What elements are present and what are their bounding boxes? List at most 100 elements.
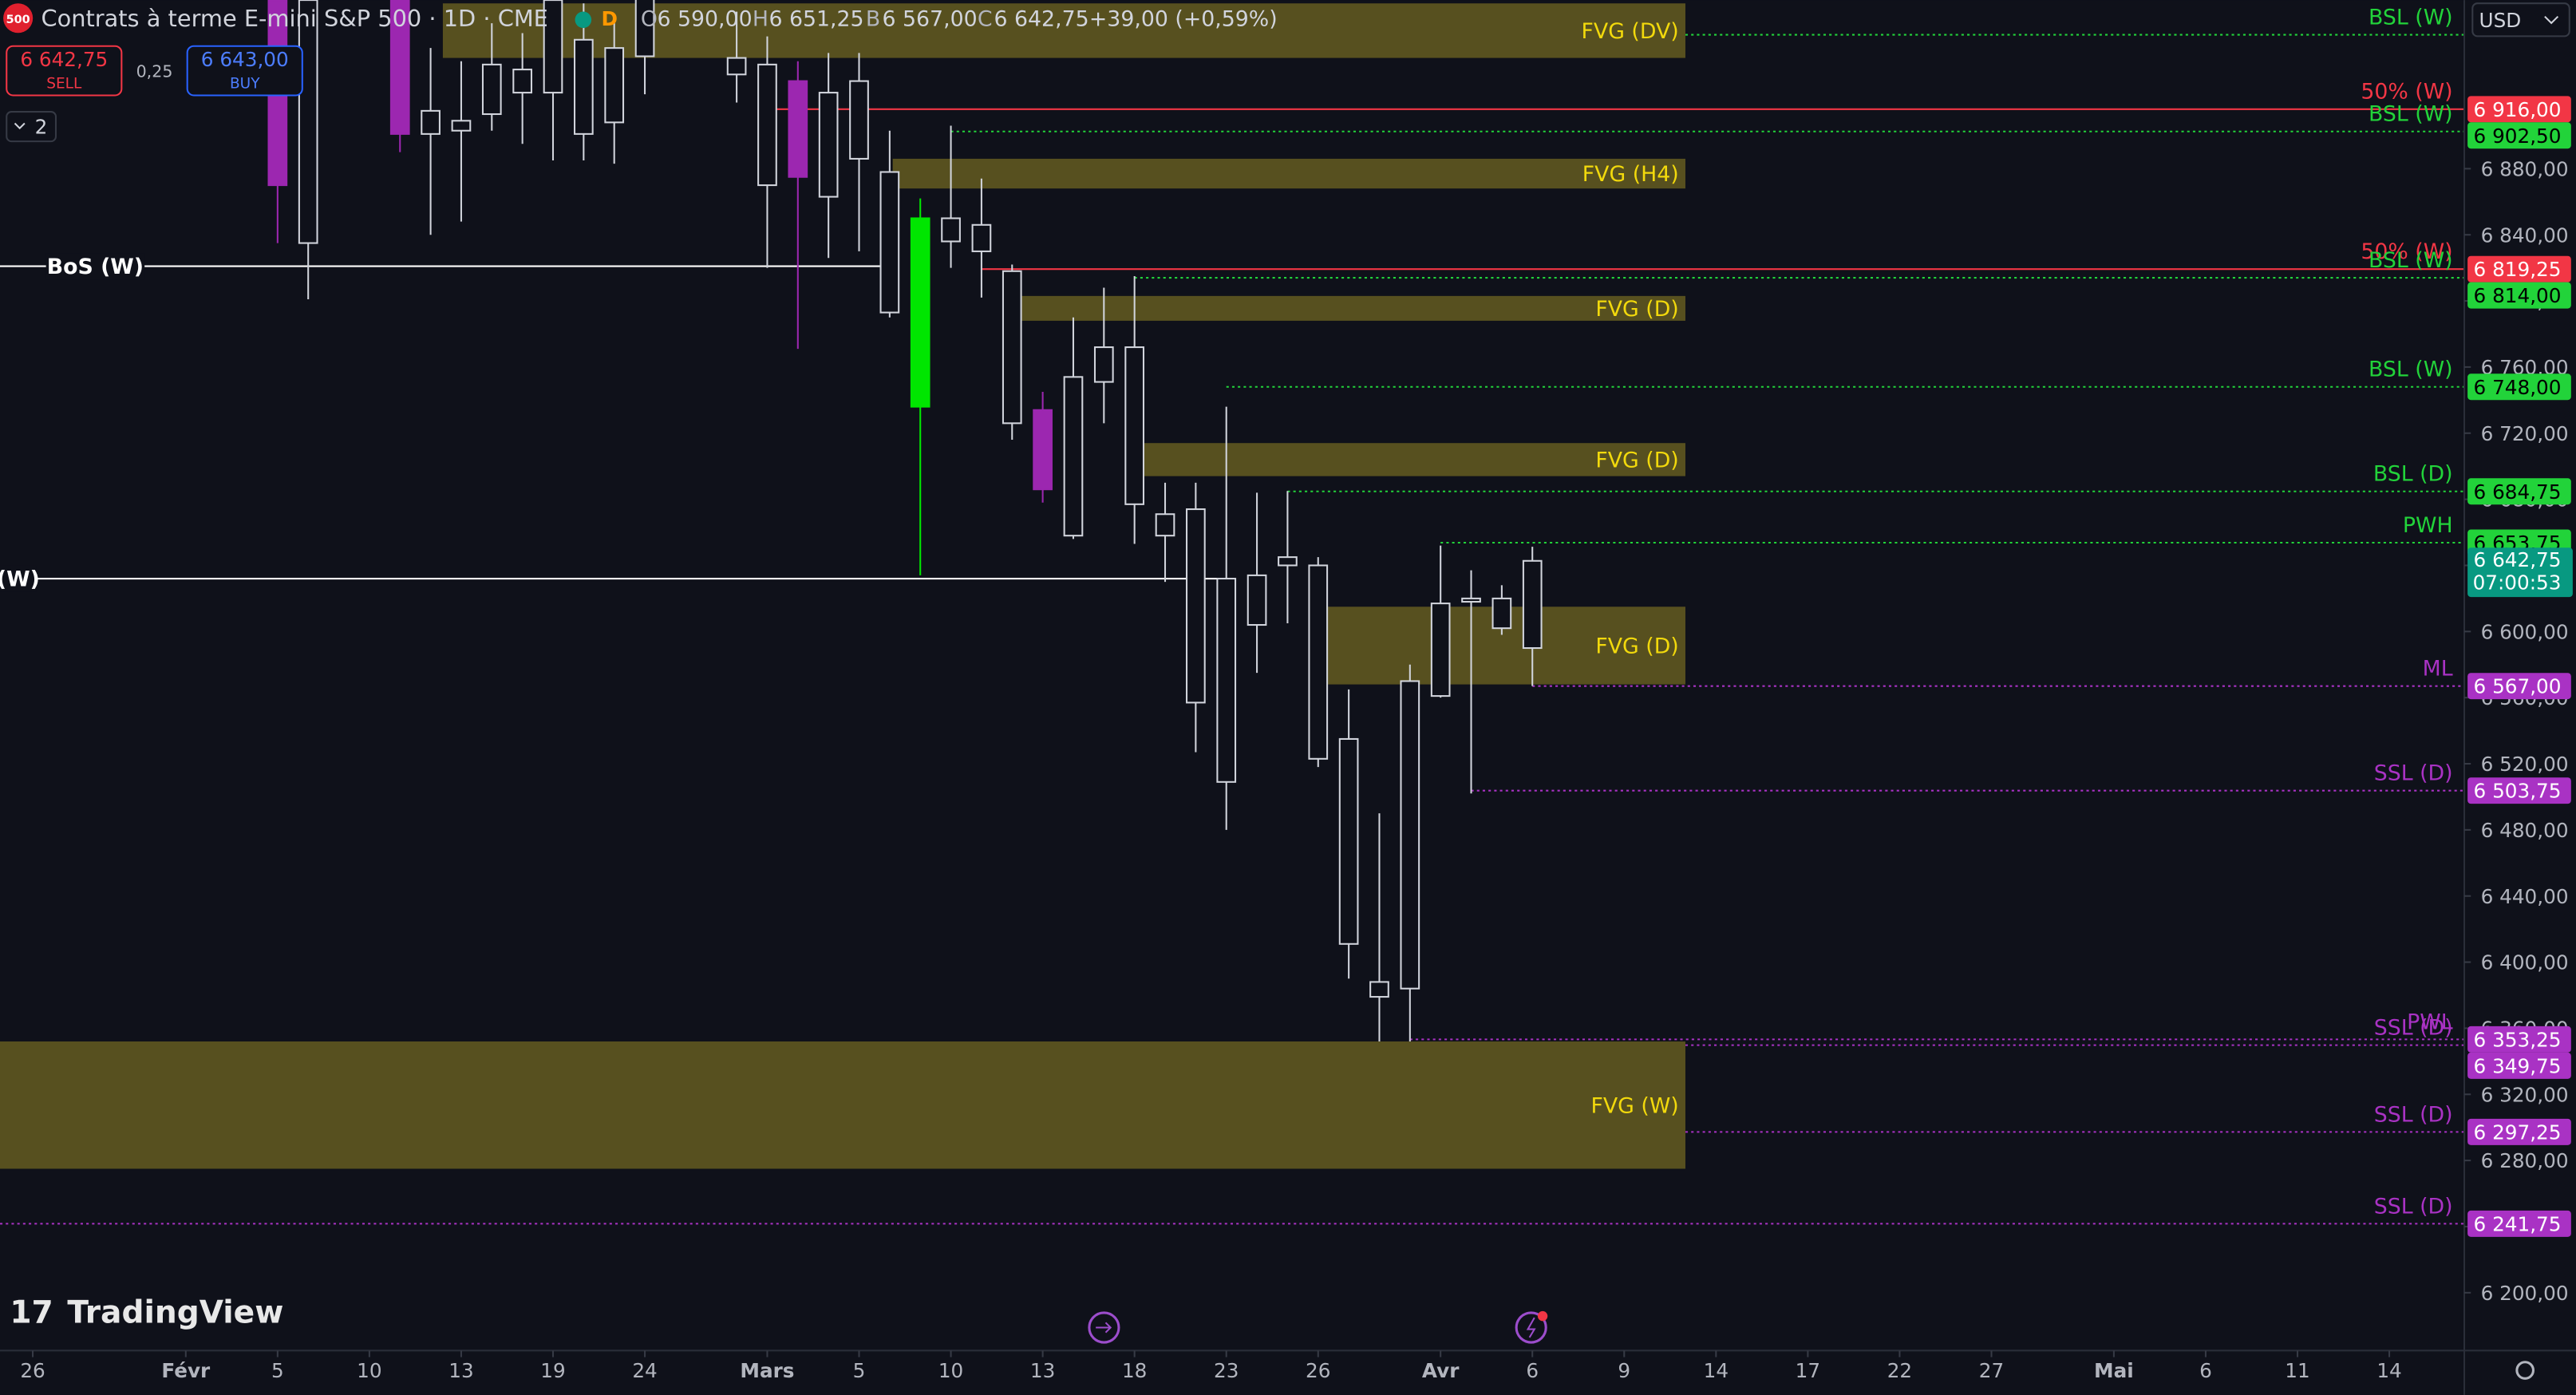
candle-body — [941, 217, 961, 243]
level-label: PWL — [2407, 1010, 2453, 1034]
candle-body — [910, 217, 930, 408]
price-tag — [2467, 1210, 2571, 1237]
price-tag — [2467, 1052, 2571, 1079]
y-tick-label: 6 440,00 — [2481, 885, 2569, 908]
x-tick-label: Févr — [161, 1359, 211, 1382]
fvg-label: FVG (D) — [1595, 634, 1678, 658]
y-tick-label: 6 480,00 — [2481, 819, 2569, 842]
candle-body — [879, 171, 900, 314]
x-tick-label: 6 — [2199, 1359, 2212, 1382]
ohlc-key: B — [866, 6, 880, 31]
candle-body — [451, 120, 472, 132]
candle-body — [573, 38, 594, 135]
fvg-zone — [892, 158, 1685, 189]
y-tick-label: 6 600,00 — [2481, 620, 2569, 643]
price-tag — [2467, 373, 2571, 401]
sell-button[interactable] — [6, 45, 123, 97]
fvg-label: FVG (D) — [1595, 448, 1678, 472]
price-tag — [2467, 255, 2571, 283]
level-label: BSL (D) — [2373, 462, 2453, 487]
candle-body — [543, 0, 563, 94]
candle-body — [1033, 409, 1053, 491]
price-tag-text: 6 353,25 — [2474, 1028, 2562, 1051]
candle-body — [1369, 981, 1389, 998]
x-tick-label: 24 — [632, 1359, 657, 1382]
x-tick-label: 14 — [1704, 1359, 1729, 1382]
price-tag — [2467, 673, 2571, 700]
candle-body — [1522, 559, 1543, 650]
structure-label: (W) — [0, 567, 40, 592]
level-label: SSL (D) — [2374, 761, 2453, 786]
price-tag — [2467, 96, 2571, 123]
level-label: BSL (W) — [2369, 358, 2453, 382]
current-price-tag — [2467, 547, 2573, 598]
candle-body — [1278, 556, 1298, 567]
candle-body — [298, 0, 318, 244]
ohlc-key: C — [978, 6, 993, 31]
currency-select[interactable] — [2471, 2, 2570, 38]
logo-mark: 𝟭𝟳 — [10, 1295, 53, 1331]
level-label: SSL (D) — [2374, 1016, 2453, 1041]
fvg-zone — [0, 1041, 1685, 1169]
level-label: SSL (D) — [2374, 1102, 2453, 1127]
y-tick-label: 6 880,00 — [2481, 157, 2569, 180]
current-price: 6 642,75 — [2474, 548, 2562, 571]
y-tick-label: 6 200,00 — [2481, 1282, 2569, 1305]
price-tag-text: 6 297,25 — [2474, 1120, 2562, 1144]
fvg-label: FVG (W) — [1590, 1093, 1678, 1118]
x-tick-label: 14 — [2376, 1359, 2401, 1382]
candle-body — [1247, 574, 1267, 626]
level-label: SSL (D) — [2374, 1194, 2453, 1219]
candle-body — [389, 0, 410, 135]
x-tick-label: Avr — [1422, 1359, 1460, 1382]
settings-icon[interactable] — [2515, 1361, 2535, 1380]
alert-bolt — [1526, 1317, 1536, 1338]
fvg-zone — [1012, 295, 1685, 321]
candle-body — [757, 63, 777, 187]
level-label: 50% (W) — [2361, 239, 2452, 264]
price-tag-text: 6 503,75 — [2474, 780, 2562, 803]
symbol-badge — [3, 3, 34, 34]
candle-body — [1338, 737, 1359, 945]
ohlc-value: 6 567,00 — [883, 6, 978, 31]
candle-body — [1186, 508, 1206, 704]
alert-dot — [1537, 1310, 1548, 1322]
replay-icon[interactable] — [1088, 1311, 1120, 1344]
candle-body — [1400, 680, 1420, 990]
price-tag — [2467, 1026, 2571, 1053]
y-tick-label: 6 400,00 — [2481, 951, 2569, 974]
level-label: BSL (W) — [2369, 6, 2453, 30]
x-tick-label: 10 — [357, 1359, 381, 1382]
ohlc-key: H — [753, 6, 768, 31]
candle-body — [1063, 376, 1084, 537]
y-tick-label: 6 720,00 — [2481, 422, 2569, 445]
fvg-label: FVG (DV) — [1582, 19, 1679, 44]
buy-button[interactable] — [186, 45, 303, 97]
buy-price: 6 643,00 — [201, 48, 289, 71]
indicators-toggle[interactable] — [6, 111, 57, 143]
candle-body — [1093, 346, 1114, 383]
alert-icon[interactable] — [1515, 1311, 1547, 1344]
level-label: ML — [2423, 657, 2453, 682]
price-tag — [2467, 282, 2571, 309]
x-tick-label: 13 — [1030, 1359, 1055, 1382]
price-tag-text: 6 819,25 — [2474, 258, 2562, 281]
structure-label-bg — [0, 565, 37, 592]
price-tag — [2467, 1118, 2571, 1145]
candle-body — [1002, 270, 1022, 425]
candle-body — [1430, 603, 1451, 698]
status-dot — [575, 11, 592, 29]
y-tick-label: 6 320,00 — [2481, 1083, 2569, 1106]
candle-body — [604, 47, 625, 124]
indicator-count: 2 — [35, 116, 48, 139]
price-tag-text: 6 684,75 — [2474, 480, 2562, 504]
x-tick-label: Mai — [2094, 1359, 2134, 1382]
x-tick-label: 10 — [938, 1359, 963, 1382]
level-label: BSL (W) — [2369, 248, 2453, 273]
ohlc-value: 6 642,75 — [994, 6, 1088, 31]
candle-body — [1491, 597, 1512, 630]
symbol-title[interactable]: Contrats à terme E-mini S&P 500 · 1D · C… — [41, 5, 547, 32]
candle-body — [1216, 578, 1237, 783]
